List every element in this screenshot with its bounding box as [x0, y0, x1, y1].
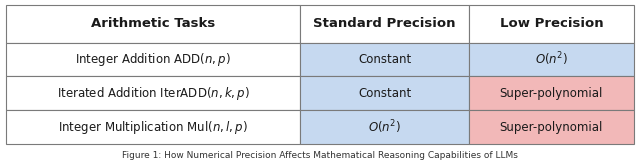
- Text: Iterated Addition IterADD($n, k, p$): Iterated Addition IterADD($n, k, p$): [57, 85, 250, 102]
- Bar: [469, 110, 634, 144]
- Text: Super-polynomial: Super-polynomial: [500, 121, 603, 134]
- Text: Super-polynomial: Super-polynomial: [500, 87, 603, 100]
- Text: Constant: Constant: [358, 87, 412, 100]
- Text: Constant: Constant: [358, 53, 412, 66]
- Text: $O(n^2)$: $O(n^2)$: [535, 51, 568, 68]
- Bar: [469, 5, 634, 43]
- Bar: [6, 5, 300, 43]
- Bar: [300, 5, 469, 43]
- Bar: [300, 76, 469, 110]
- Text: Low Precision: Low Precision: [500, 17, 604, 30]
- Text: Standard Precision: Standard Precision: [314, 17, 456, 30]
- Text: Arithmetic Tasks: Arithmetic Tasks: [91, 17, 215, 30]
- Bar: [6, 43, 300, 76]
- Text: Integer Addition ADD($n, p$): Integer Addition ADD($n, p$): [76, 51, 231, 68]
- Text: Figure 1: How Numerical Precision Affects Mathematical Reasoning Capabilities of: Figure 1: How Numerical Precision Affect…: [122, 151, 518, 160]
- Text: $O(n^2)$: $O(n^2)$: [368, 119, 401, 136]
- Bar: [300, 43, 469, 76]
- Bar: [469, 43, 634, 76]
- Bar: [300, 110, 469, 144]
- Bar: [6, 110, 300, 144]
- Bar: [469, 76, 634, 110]
- Text: Integer Multiplication Mul($n, l, p$): Integer Multiplication Mul($n, l, p$): [58, 119, 248, 136]
- Bar: [6, 76, 300, 110]
